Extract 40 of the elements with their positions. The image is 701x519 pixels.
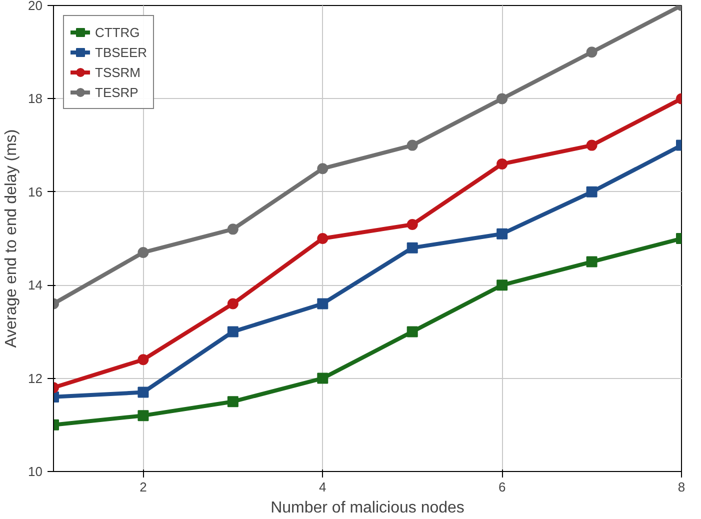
point xyxy=(496,158,508,170)
point xyxy=(496,228,508,240)
y-tick-label: 18 xyxy=(28,91,43,106)
y-tick-label: 20 xyxy=(28,0,43,13)
legend-label: TSSRM xyxy=(95,64,140,80)
point xyxy=(227,396,238,408)
point xyxy=(496,93,508,104)
x-tick-label: 8 xyxy=(678,480,686,494)
point xyxy=(317,163,328,174)
legend-label: CTTRG xyxy=(95,24,140,40)
point xyxy=(138,386,149,398)
y-tick-label: 12 xyxy=(28,370,43,386)
point xyxy=(317,233,328,244)
point xyxy=(227,298,238,310)
y-tick-label: 10 xyxy=(28,464,43,479)
y-axis-title: Average end to end delay (ms) xyxy=(3,129,20,348)
point xyxy=(406,326,418,338)
point xyxy=(586,186,598,198)
point xyxy=(138,410,149,422)
legend-label: TESRP xyxy=(95,84,138,100)
y-tick-label: 16 xyxy=(28,184,43,200)
point xyxy=(496,280,508,291)
x-tick-label: 4 xyxy=(319,480,326,494)
point xyxy=(317,372,328,384)
point xyxy=(586,140,598,151)
x-axis-title: Number of malicious nodes xyxy=(270,500,464,516)
point xyxy=(586,46,598,58)
legend-label: TBSEER xyxy=(95,44,148,60)
point xyxy=(317,298,328,310)
point xyxy=(227,326,238,338)
point xyxy=(406,219,418,230)
point xyxy=(138,354,149,366)
point xyxy=(586,256,598,268)
point xyxy=(406,242,418,254)
point xyxy=(227,224,238,235)
point xyxy=(406,140,418,151)
y-tick-label: 14 xyxy=(28,278,43,293)
x-tick-label: 2 xyxy=(140,480,147,494)
point xyxy=(138,246,149,258)
x-tick-label: 6 xyxy=(498,480,506,494)
